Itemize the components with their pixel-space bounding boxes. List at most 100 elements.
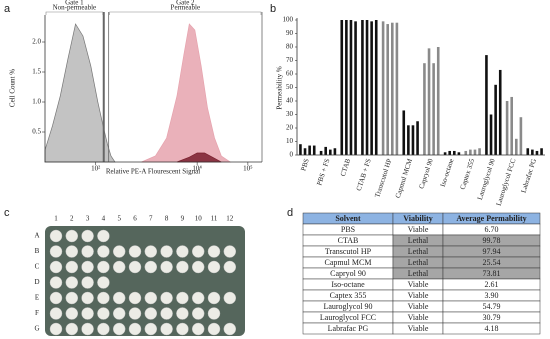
- bar: [515, 138, 518, 155]
- axes: [44, 15, 262, 163]
- table-text: 4.18: [485, 324, 499, 333]
- well: [81, 260, 94, 274]
- well: [176, 291, 189, 305]
- well: [97, 276, 110, 289]
- well: [207, 307, 221, 320]
- bar: [303, 148, 307, 155]
- well: [112, 307, 126, 320]
- well: [49, 322, 63, 336]
- well: [65, 322, 79, 336]
- table-header: Viability: [403, 214, 432, 223]
- gate-name: Gate 2: [176, 0, 195, 7]
- table-text: Lethal: [408, 236, 429, 245]
- column-label: 6: [133, 215, 137, 223]
- histogram-area: [44, 23, 116, 163]
- x-axis-label: Relative PE-A Flourescent Signal: [106, 168, 200, 176]
- bar: [340, 20, 344, 155]
- table-text: 3.90: [485, 291, 499, 300]
- bar: [349, 20, 353, 155]
- table-text: 54.79: [483, 302, 501, 311]
- y-tick-label: 70: [286, 56, 294, 64]
- well: [49, 307, 63, 320]
- bar: [448, 150, 451, 155]
- table-text: PBS: [341, 225, 355, 234]
- well: [97, 245, 110, 258]
- y-tick-label: 1.5: [32, 68, 41, 76]
- y-tick-label: 20: [286, 124, 294, 132]
- well: [81, 322, 94, 336]
- well: [160, 260, 173, 274]
- row-label: B: [35, 247, 40, 255]
- table-header: Solvent: [335, 214, 361, 223]
- bar: [464, 150, 468, 155]
- well: [176, 260, 189, 274]
- gate-label: Non-permeable: [53, 4, 97, 12]
- bar: [324, 146, 327, 155]
- row-label: G: [34, 325, 39, 333]
- x-tick-label: Lauroglycol 90: [476, 157, 497, 201]
- column-label: 2: [70, 215, 74, 223]
- table-text: Lauroglycol 90: [323, 302, 372, 311]
- well: [128, 322, 142, 336]
- well: [207, 245, 221, 258]
- table-text: Viable: [408, 280, 429, 289]
- x-tick-label: PBS + FS: [315, 158, 331, 187]
- table-text: Lethal: [408, 258, 429, 267]
- bar: [498, 69, 502, 155]
- bar: [540, 148, 543, 155]
- well: [112, 260, 126, 274]
- well: [176, 322, 189, 336]
- well: [49, 260, 63, 274]
- bar: [505, 101, 509, 155]
- table-text: 97.94: [483, 247, 501, 256]
- well: [81, 291, 94, 305]
- table-text: Labrafac PG: [328, 324, 369, 333]
- bar: [457, 152, 461, 155]
- table-text: Viable: [408, 302, 429, 311]
- bar: [478, 148, 481, 155]
- bar: [531, 149, 534, 155]
- well: [191, 322, 205, 336]
- row-label: A: [34, 232, 39, 240]
- table-text: Capmul MCM: [325, 258, 372, 267]
- column-label: 7: [149, 215, 153, 223]
- well: [49, 245, 63, 258]
- column-label: 10: [195, 215, 203, 223]
- y-tick-label: 10: [286, 137, 294, 145]
- x-tick-label: Labrafac PG: [519, 158, 538, 194]
- table-text: 6.70: [485, 225, 499, 234]
- column-label: 9: [181, 215, 185, 223]
- well: [49, 291, 63, 305]
- well: [191, 245, 205, 258]
- well: [176, 307, 189, 320]
- well: [49, 229, 63, 243]
- x-tick-label: Lauroglycol FCC: [495, 157, 518, 207]
- y-tick-label: 1.0: [32, 98, 41, 106]
- table-text: 25.54: [483, 258, 501, 267]
- well: [128, 260, 142, 274]
- bar: [416, 121, 419, 155]
- bar: [395, 22, 399, 156]
- well: [207, 322, 221, 336]
- well: [97, 291, 110, 305]
- well: [128, 307, 142, 320]
- bar: [526, 148, 530, 155]
- well: [65, 276, 79, 289]
- gate-bracket: [45, 11, 104, 15]
- table-text: Viable: [408, 313, 429, 322]
- bar: [489, 114, 493, 155]
- well: [65, 260, 79, 274]
- bar: [312, 145, 316, 155]
- y-tick-label: 80: [286, 43, 294, 51]
- bar: [402, 110, 406, 155]
- panel-label: b: [270, 3, 276, 15]
- bar: [370, 21, 373, 155]
- table-text: Viable: [408, 225, 429, 234]
- table-text: Iso-octane: [331, 280, 365, 289]
- table-text: CTAB: [338, 236, 359, 245]
- well: [65, 307, 79, 320]
- well: [160, 291, 173, 305]
- well: [223, 291, 237, 305]
- panel-label: a: [4, 3, 11, 15]
